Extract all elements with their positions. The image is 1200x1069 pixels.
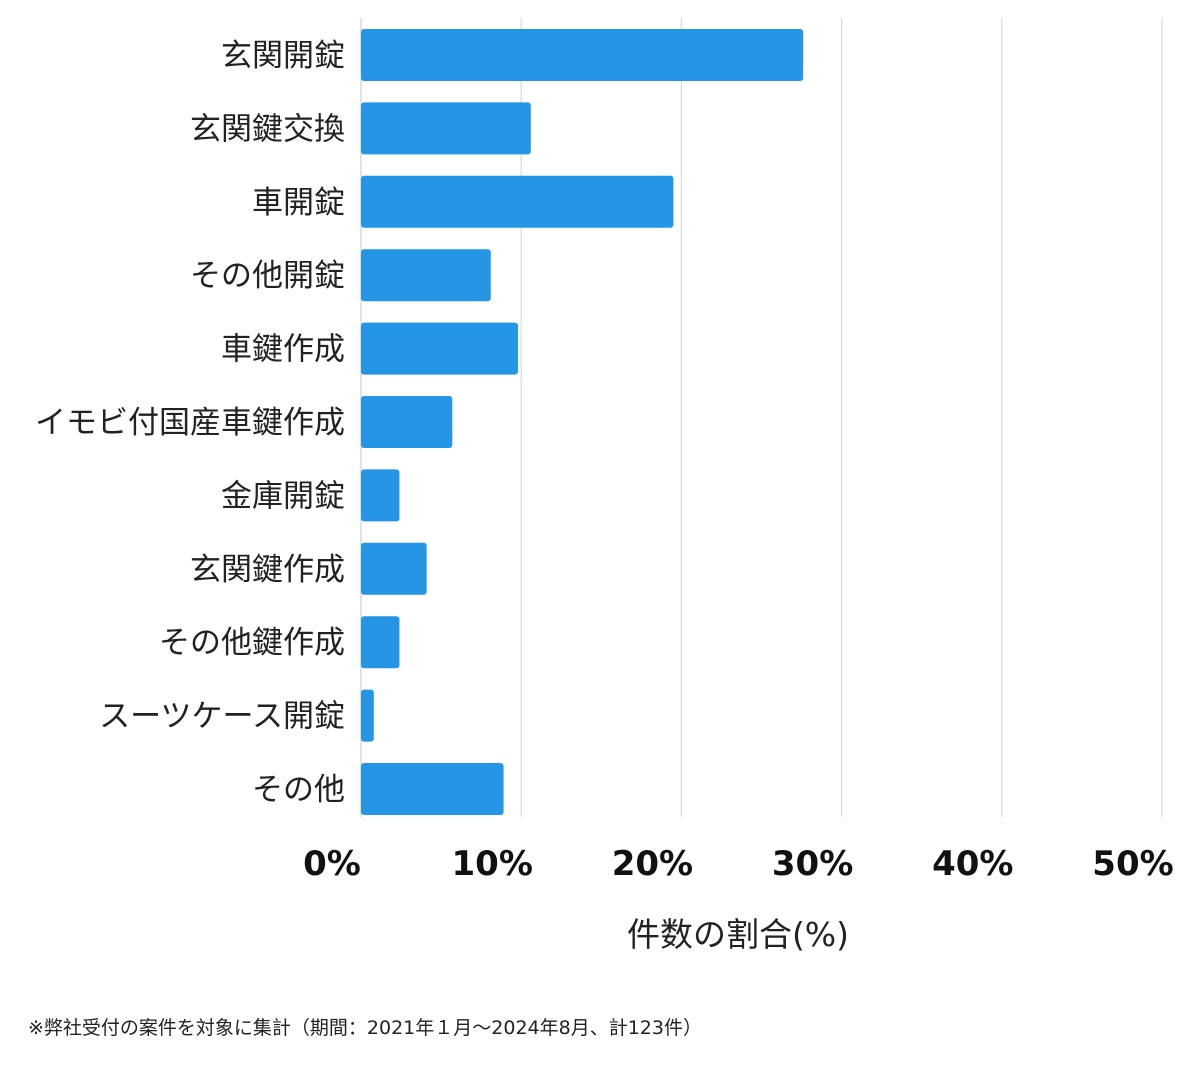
x-tick-labels: 0% 10% 20% 30% 40% 50% <box>303 844 1174 884</box>
bar <box>361 396 453 448</box>
category-label: その他 <box>252 772 345 808</box>
x-tick-label: 10% <box>452 844 533 884</box>
category-label: 車開錠 <box>252 185 345 221</box>
category-label: 玄関鍵作成 <box>190 552 345 588</box>
bar <box>361 249 491 302</box>
category-label: その他開錠 <box>190 258 345 294</box>
bar <box>361 175 674 228</box>
x-tick-label: 50% <box>1092 844 1173 884</box>
bar <box>361 102 531 155</box>
bar <box>361 542 427 595</box>
bar-chart: 玄関開錠玄関鍵交換車開錠その他開錠車鍵作成イモビ付国産車鍵作成金庫開錠玄関鍵作成… <box>35 18 1174 954</box>
bars <box>361 29 804 815</box>
category-label: 玄関開錠 <box>221 38 345 74</box>
bar <box>361 689 374 742</box>
category-label: 金庫開錠 <box>221 478 345 514</box>
category-label: イモビ付国産車鍵作成 <box>35 405 345 441</box>
category-label: その他鍵作成 <box>159 625 345 661</box>
x-axis-title: 件数の割合(%) <box>627 915 849 954</box>
x-tick-label: 30% <box>772 844 853 884</box>
x-tick-label: 20% <box>612 844 693 884</box>
x-tick-label: 0% <box>303 844 361 884</box>
bar <box>361 616 400 669</box>
bar <box>361 763 504 815</box>
category-labels: 玄関開錠玄関鍵交換車開錠その他開錠車鍵作成イモビ付国産車鍵作成金庫開錠玄関鍵作成… <box>35 38 345 808</box>
bar <box>361 322 518 375</box>
x-tick-label: 40% <box>932 844 1013 884</box>
category-label: 車鍵作成 <box>221 332 345 368</box>
category-label: スーツケース開錠 <box>99 699 345 735</box>
footnote: ※弊社受付の案件を対象に集計（期間：2021年１月〜2024年8月、計123件） <box>28 1017 702 1039</box>
bar <box>361 29 804 81</box>
bar <box>361 469 400 522</box>
category-label: 玄関鍵交換 <box>190 111 345 147</box>
